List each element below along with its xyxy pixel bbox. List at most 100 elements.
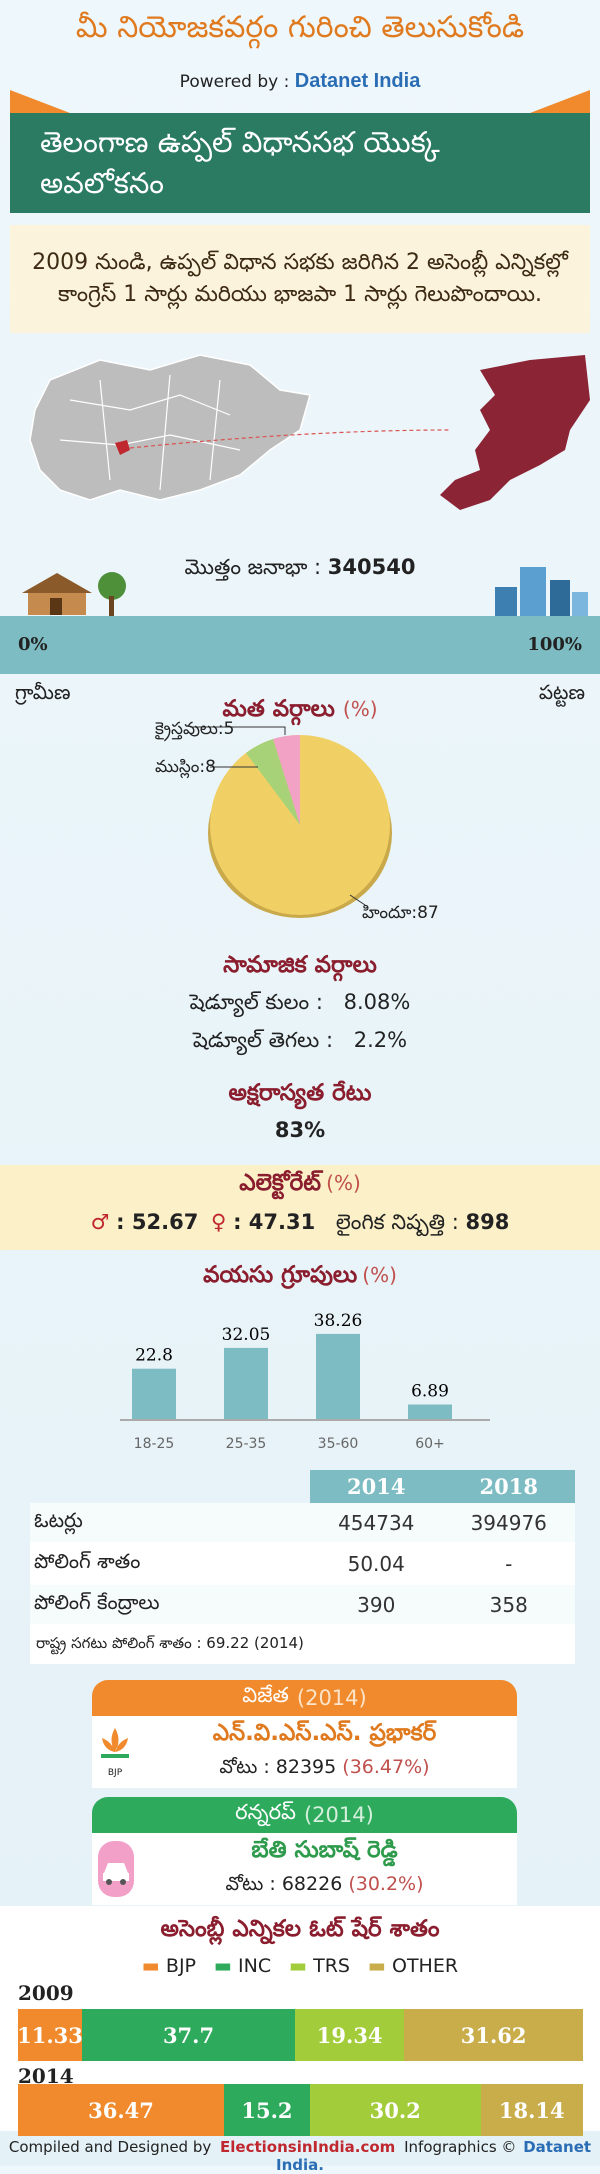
winner-votes-label: వోటు : 82395 <box>219 1756 337 1778</box>
table-row: పోలింగ్ శాతం 50.04 - <box>30 1543 575 1585</box>
vote-share-segment-inc: 15.2 <box>224 2084 310 2136</box>
winner-card-head: విజేత (2014) <box>92 1680 517 1716</box>
summary-text: 2009 నుండి, ఉప్పల్ విధాన సభకు జరిగిన 2 అ… <box>10 225 590 333</box>
vote-share-segment-trs: 30.2 <box>309 2084 481 2136</box>
st-label: షెడ్యూల్ తెగలు : <box>192 1028 334 1052</box>
vote-share-segment-other: 18.14 <box>480 2084 583 2136</box>
legend-trs: ▬ TRS <box>289 1955 350 1977</box>
urban-label: పట్టణ <box>538 680 585 704</box>
religion-label-hindu: హిందూ:87 <box>362 903 439 923</box>
voters-2014: 454734 <box>310 1503 443 1544</box>
runner-votes: వోటు : 68226 (30.2%) <box>132 1873 517 1900</box>
runner-name: బేతి సుబాష్ రెడ్డి <box>251 1837 398 1863</box>
legend-label-inc: INC <box>238 1955 272 1977</box>
legend-bjp: ▬ BJP <box>142 1955 196 1977</box>
population-line: మొత్తం జనాభా : 340540 <box>0 555 600 585</box>
powered-by-label: Powered by : <box>179 72 290 92</box>
bjp-lotus-icon: BJP <box>98 1724 132 1778</box>
legend-swatch-other: ▬ <box>368 1955 386 1977</box>
female-icon: ♀ <box>211 1210 227 1234</box>
age-bar-35-60 <box>316 1333 360 1420</box>
religion-pie <box>190 726 392 918</box>
winner-card: విజేత (2014) BJP ఎన్.వి.ఎస్.ఎస్. ప్రభాకర… <box>92 1680 517 1788</box>
runner-card: రన్నరప్ (2014) బేతి సుబాష్ రెడ్డి వోటు :… <box>92 1797 517 1905</box>
row-label-voters: ఓటర్లు <box>30 1503 310 1544</box>
winner-card-body: BJP ఎన్.వి.ఎస్.ఎస్. ప్రభాకర్ వోటు : 8239… <box>92 1716 517 1788</box>
runner-votes-pct: (30.2%) <box>348 1873 424 1895</box>
st-value: 2.2% <box>353 1028 408 1052</box>
row-label-stations: పోలింగ్ కేంద్రాలు <box>30 1584 310 1626</box>
age-title-text: వయసు గ్రూపులు <box>203 1262 358 1288</box>
age-category-label: 35-60 <box>318 1436 359 1452</box>
female-pct: : 47.31 <box>233 1210 316 1234</box>
electorate-band <box>0 1165 600 1250</box>
footer-compiled: Compiled and Designed by <box>8 2138 212 2156</box>
winner-title: విజేత <box>242 1683 289 1707</box>
polling-2014: 50.04 <box>310 1543 443 1585</box>
religion-title: మత వర్గాలు (%) <box>0 696 600 728</box>
vote-share-legend: ▬ BJP ▬ INC ▬ TRS ▬ OTHER <box>0 1955 600 1977</box>
runner-title: రన్నరప్ <box>235 1800 296 1824</box>
constituency-marker <box>115 440 130 455</box>
sc-label: షెడ్యూల్ కులం : <box>189 990 323 1014</box>
left-fold <box>10 90 70 113</box>
population-value: 340540 <box>327 555 416 579</box>
footer-site: ElectionsinIndia.com <box>220 2138 396 2156</box>
age-value-label: 32.05 <box>222 1325 271 1345</box>
legend-label-trs: TRS <box>313 1955 350 1977</box>
male-icon: ♂ <box>90 1210 110 1234</box>
electorate-stats: ♂ : 52.67 ♀ : 47.31 లైంగిక నిష్పత్తి : 8… <box>0 1210 600 1240</box>
male-pct: : 52.67 <box>116 1210 199 1234</box>
legend-inc: ▬ INC <box>214 1955 271 1977</box>
state-map <box>29 354 590 510</box>
sc-value: 8.08% <box>343 990 411 1014</box>
runner-card-body: బేతి సుబాష్ రెడ్డి వోటు : 68226 (30.2%) <box>92 1833 517 1905</box>
religion-label-muslim: ముస్లిం:8 <box>155 757 216 777</box>
age-value-label: 22.8 <box>135 1346 173 1366</box>
uppal-map <box>440 355 590 510</box>
table-header-blank <box>30 1470 310 1503</box>
sex-ratio-value: 898 <box>465 1210 510 1234</box>
age-value-label: 38.26 <box>314 1311 363 1331</box>
trs-car-icon <box>98 1841 134 1897</box>
winner-year: (2014) <box>296 1686 367 1710</box>
runner-card-head: రన్నరప్ (2014) <box>92 1797 517 1833</box>
age-bar-18-25 <box>132 1368 176 1420</box>
religion-label-christian: క్రైస్తవులు:5 <box>155 719 235 739</box>
right-fold <box>530 90 590 113</box>
vote-share-title: అసెంబ్లీ ఎన్నికల ఓట్ షేర్ శాతం <box>160 1916 440 1942</box>
state-average-note: రాష్ట్ర సగటు పోలింగ్ శాతం : 69.22 (2014) <box>30 1626 575 1664</box>
social-title: సామాజిక వర్గాలు <box>223 952 377 978</box>
population-label: మొత్తం జనాభా : <box>184 555 322 579</box>
legend-label-other: OTHER <box>392 1955 459 1977</box>
city-buildings-icon <box>495 567 588 618</box>
age-bar-60+ <box>408 1404 452 1420</box>
connector-line <box>129 429 451 449</box>
table-row: పోలింగ్ కేంద్రాలు 390 358 <box>30 1584 575 1626</box>
legend-swatch-trs: ▬ <box>289 1955 308 1977</box>
winner-name: ఎన్.వి.ఎస్.ఎస్. ప్రభాకర్ <box>212 1720 437 1746</box>
age-value-label: 6.89 <box>411 1381 449 1401</box>
winner-votes: వోటు : 82395 (36.47%) <box>132 1756 517 1783</box>
urban-percent: 100% <box>527 634 582 655</box>
age-bar-25-35 <box>224 1347 268 1420</box>
literacy-value: 83% <box>274 1118 326 1142</box>
pie-slice-christian <box>273 734 300 825</box>
village-hut-icon <box>22 572 126 616</box>
vote-share-bar-2009: 11.33 37.7 19.34 31.62 <box>17 2009 583 2061</box>
age-title: వయసు గ్రూపులు (%) <box>0 1262 600 1294</box>
vote-share-segment-bjp: 36.47 <box>18 2084 225 2136</box>
urbanization-bar <box>0 616 600 674</box>
page-title: తెలంగాణ ఉప్పల్ విధానసభ యొక్క అవలోకనం <box>10 113 590 213</box>
table-row: ఓటర్లు 454734 394976 <box>30 1503 575 1544</box>
legend-swatch-bjp: ▬ <box>141 1955 160 1977</box>
rural-label: గ్రామీణ <box>15 680 71 704</box>
legend-other: ▬ OTHER <box>368 1955 458 1977</box>
stations-2014: 390 <box>310 1584 443 1626</box>
footer-infographics: Infographics © <box>404 2138 517 2156</box>
brand-name: Datanet India <box>294 70 421 92</box>
vote-share-segment-trs: 19.34 <box>295 2009 405 2061</box>
legend-swatch-inc: ▬ <box>214 1955 232 1977</box>
runner-votes-label: వోటు : 68226 <box>225 1873 343 1895</box>
voters-2018: 394976 <box>442 1503 575 1544</box>
